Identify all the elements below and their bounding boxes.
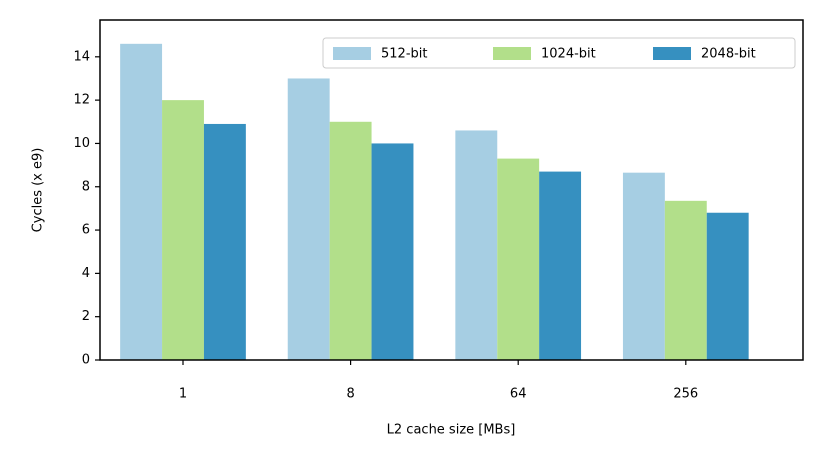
y-tick-label: 2 <box>82 309 90 324</box>
y-tick-label: 0 <box>82 353 90 368</box>
legend-label: 2048-bit <box>701 47 756 62</box>
legend-swatch <box>653 47 691 60</box>
legend-swatch <box>333 47 371 60</box>
bar <box>539 171 582 360</box>
bar <box>664 200 707 360</box>
bar <box>329 121 372 360</box>
y-tick-label: 10 <box>73 136 90 151</box>
bar <box>120 43 163 360</box>
x-axis-label: L2 cache size [MBs] <box>387 423 516 438</box>
y-axis-label: Cycles (x e9) <box>31 148 46 233</box>
legend-swatch <box>493 47 531 60</box>
y-tick-label: 12 <box>73 93 90 108</box>
bar <box>706 212 749 360</box>
plot-frame <box>99 19 804 361</box>
bar <box>371 143 414 360</box>
y-tick-label: 6 <box>82 223 90 238</box>
y-tick-label: 8 <box>82 179 90 194</box>
bar <box>455 130 498 360</box>
bar <box>622 172 665 360</box>
x-tick-label: 8 <box>346 387 354 402</box>
legend-box <box>322 37 796 69</box>
legend-label: 512-bit <box>381 47 427 62</box>
x-tick-label: 1 <box>179 387 187 402</box>
bar <box>497 158 540 360</box>
x-tick-label: 64 <box>510 387 527 402</box>
x-tick-label: 256 <box>673 387 698 402</box>
y-tick-label: 14 <box>73 49 90 64</box>
y-tick-label: 4 <box>82 266 90 281</box>
legend-label: 1024-bit <box>541 47 596 62</box>
bar <box>287 78 330 360</box>
bar <box>162 100 204 361</box>
bar <box>203 123 246 361</box>
